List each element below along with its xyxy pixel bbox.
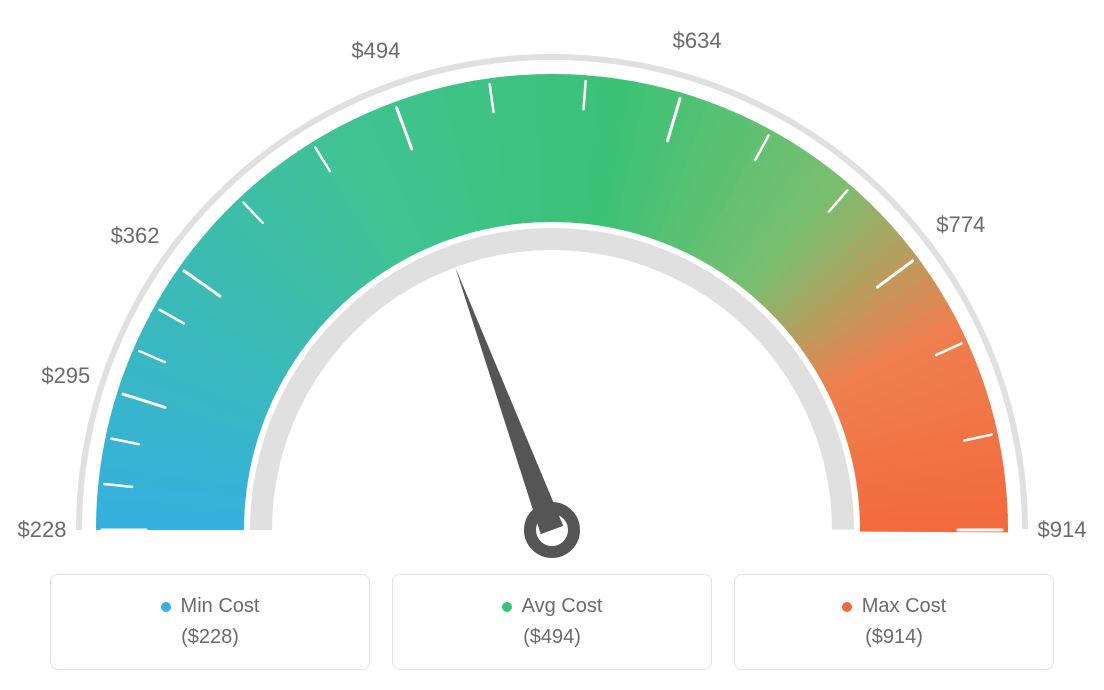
legend-head-min: Min Cost <box>161 595 260 618</box>
gauge-tick-label: $295 <box>41 363 90 389</box>
gauge-svg <box>22 10 1082 570</box>
gauge-tick-label: $774 <box>936 212 985 238</box>
cost-gauge: $228$295$362$494$634$774$914 <box>22 10 1082 570</box>
legend-value-avg: ($494) <box>523 626 581 649</box>
gauge-tick-label: $494 <box>351 38 400 64</box>
legend-dot-avg <box>502 602 512 612</box>
legend-card-avg: Avg Cost ($494) <box>392 574 712 670</box>
legend-value-min: ($228) <box>181 626 239 649</box>
legend-card-max: Max Cost ($914) <box>734 574 1054 670</box>
legend-head-max: Max Cost <box>842 595 946 618</box>
legend-value-max: ($914) <box>865 626 923 649</box>
legend-label-avg: Avg Cost <box>522 595 603 618</box>
gauge-tick-label: $362 <box>111 223 160 249</box>
gauge-tick-label: $914 <box>1038 517 1087 543</box>
gauge-tick-label: $228 <box>18 517 67 543</box>
legend-label-max: Max Cost <box>862 595 946 618</box>
legend-label-min: Min Cost <box>181 595 260 618</box>
gauge-tick-label: $634 <box>673 28 722 54</box>
legend-card-min: Min Cost ($228) <box>50 574 370 670</box>
legend-dot-min <box>161 602 171 612</box>
legend-head-avg: Avg Cost <box>502 595 603 618</box>
legend-dot-max <box>842 602 852 612</box>
legend-row: Min Cost ($228) Avg Cost ($494) Max Cost… <box>50 574 1054 670</box>
